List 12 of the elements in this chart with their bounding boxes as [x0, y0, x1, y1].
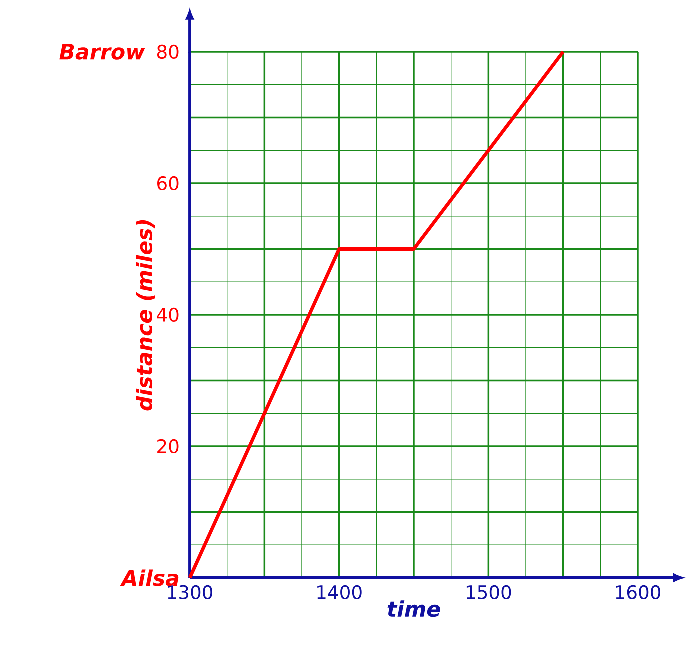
text: Barrow — [60, 44, 146, 60]
y-tick-label: 80 — [157, 44, 179, 60]
x-tick-label: 1300 — [168, 585, 213, 600]
y-tick-label: 20 — [158, 439, 179, 454]
x-tick-label: 1500 — [466, 585, 512, 600]
text: Ailsa — [120, 570, 179, 586]
y-axis-title: distance (miles) — [136, 220, 156, 411]
x-tick-label: 1600 — [616, 585, 661, 600]
y-tick-label: 60 — [158, 176, 179, 191]
y-tick-label: 40 — [157, 308, 179, 322]
x-tick-label: 1400 — [318, 585, 362, 600]
x-axis-title: time — [388, 600, 440, 618]
